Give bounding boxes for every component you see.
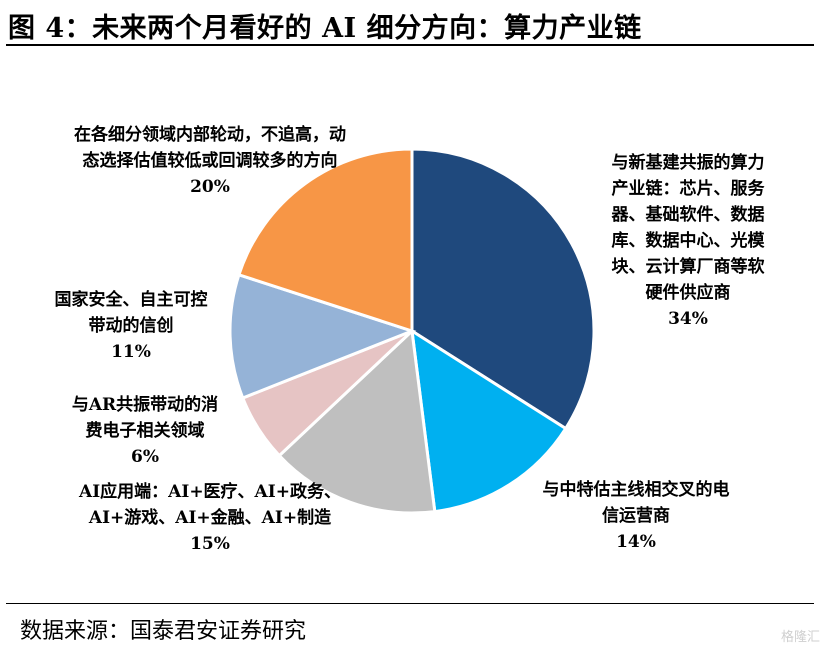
slice-label-line: 在各细分领域内部轮动，不追高，动	[74, 124, 346, 145]
source-rule	[6, 603, 814, 604]
slice-label-line: 产业链：芯片、服务	[612, 178, 766, 199]
slice-label-line: 器、基础软件、数据	[611, 204, 765, 225]
slice-label-line: 硬件供应商	[646, 282, 731, 303]
pie-slice-2	[410, 328, 568, 514]
slice-label-line: 与AR共振带动的消	[72, 394, 218, 415]
title-rule	[6, 44, 814, 46]
pie-slice-5	[228, 272, 417, 400]
chart-title: 图 4：未来两个月看好的 AI 细分方向：算力产业链	[8, 13, 642, 44]
slice-label-line: 费电子相关领域	[86, 420, 205, 441]
slice-value-label: 14%	[616, 532, 656, 552]
slice-value-label: 6%	[131, 447, 159, 467]
slice-label-line: 与新基建共振的算力	[612, 152, 765, 173]
slice-label-line: 态选择估值较低或回调较多的方向	[83, 150, 338, 171]
slice-label-1: 与新基建共振的算力产业链：芯片、服务器、基础软件、数据库、数据中心、光模块、云计…	[611, 152, 766, 329]
slice-value-label: 11%	[111, 342, 151, 362]
slice-label-line: AI+游戏、AI+金融、AI+制造	[88, 507, 332, 528]
watermark-logo: 格隆汇	[780, 630, 820, 645]
slice-value-label: 20%	[190, 177, 230, 197]
slice-label-line: 与中特估主线相交叉的电	[543, 479, 730, 500]
pie-slice-6	[237, 147, 414, 334]
slice-label-line: AI应用端：AI+医疗、AI+政务、	[78, 481, 341, 502]
slice-label-3: AI应用端：AI+医疗、AI+政务、 AI+游戏、AI+金融、AI+制造 15%	[78, 481, 341, 554]
slice-label-line: 国家安全、自主可控	[55, 289, 208, 310]
slice-label-line: 带动的信创	[89, 315, 174, 336]
slice-label-line: 块、云计算厂商等软	[612, 256, 765, 277]
slice-label-line: 信运营商	[602, 505, 670, 526]
pie-slice-3	[277, 327, 437, 515]
slice-value-label: 15%	[190, 534, 230, 554]
slice-label-line: 库、数据中心、光模	[612, 230, 766, 251]
slice-value-label: 34%	[668, 309, 708, 329]
source-note: 数据来源：国泰君安证券研究	[20, 619, 307, 644]
